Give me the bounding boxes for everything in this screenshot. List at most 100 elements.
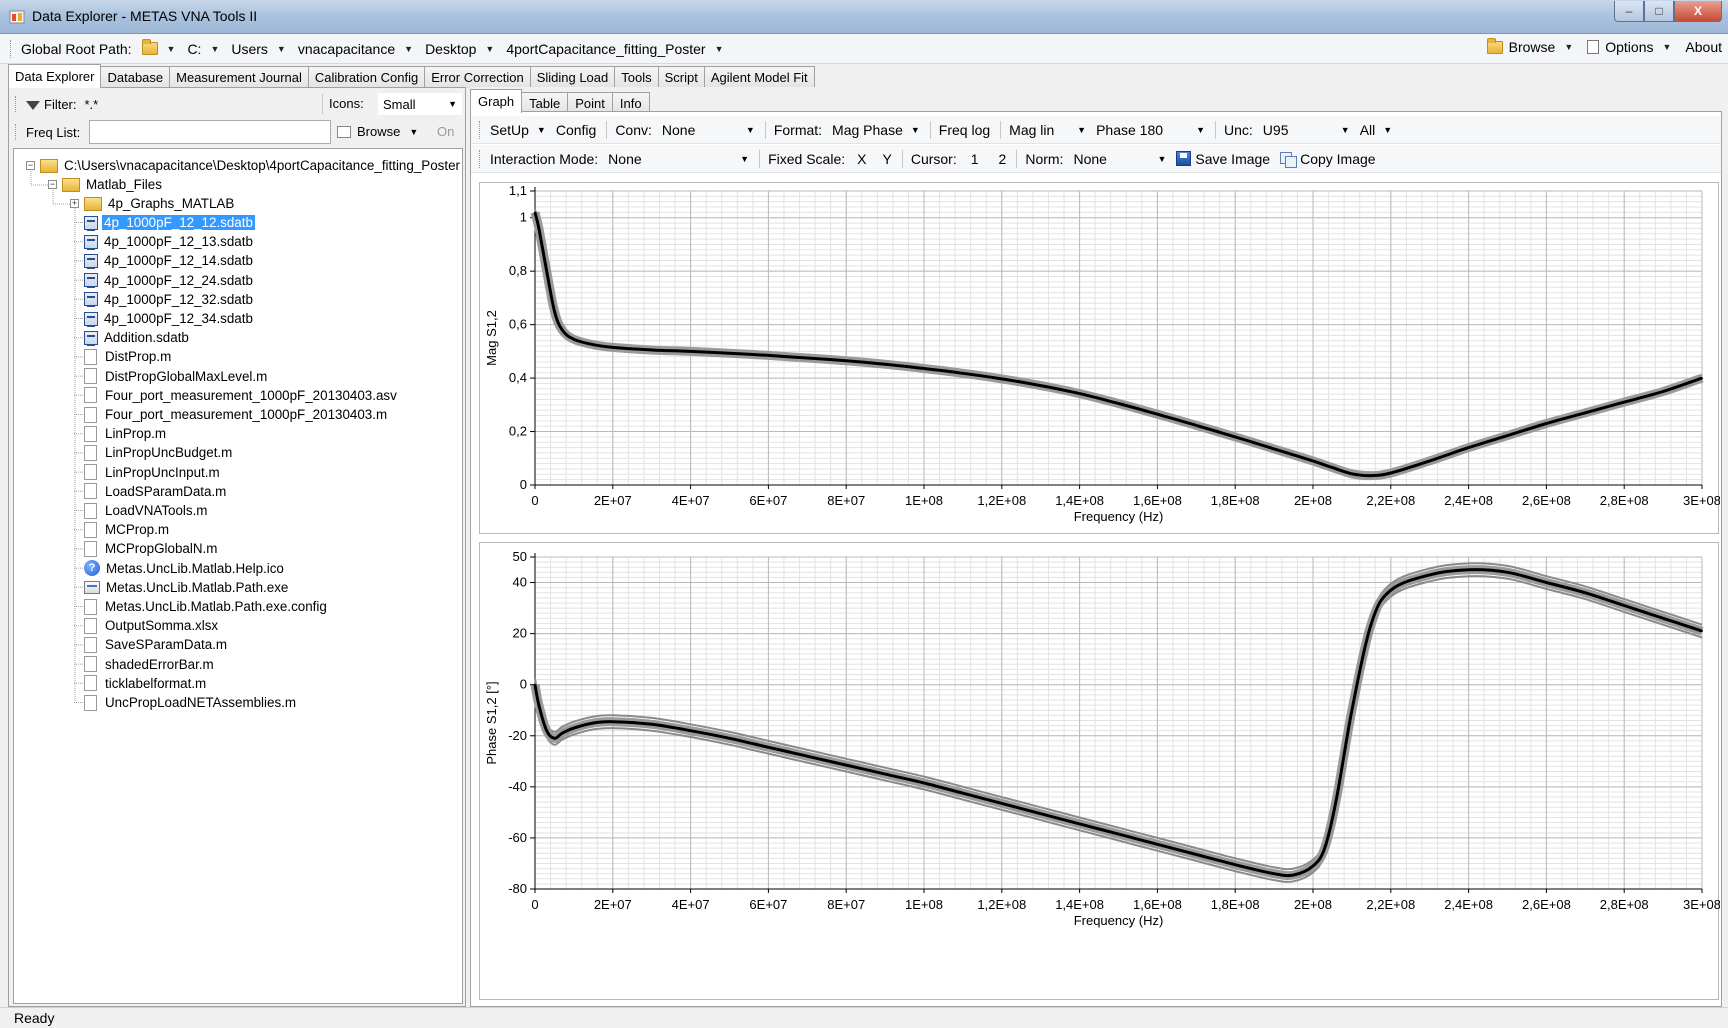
phase-plot[interactable]: 0 2E+07 4E+07 6E+07 8E+07 1E+08 1,2E+08 1,4E+08… <box>479 542 1720 1000</box>
mag-scale-value: Mag lin <box>1009 121 1055 138</box>
toolbar-grip <box>15 124 18 140</box>
tree-folder-graphs[interactable]: 4p_Graphs_MATLAB <box>84 194 236 213</box>
collapse-toggle[interactable]: − <box>26 160 35 170</box>
tree-file-item[interactable]: 4p_1000pF_12_24.sdatb <box>84 271 255 290</box>
filter-input[interactable]: *.* <box>84 96 99 112</box>
root-folder-dropdown[interactable]: ▼ <box>141 39 175 55</box>
tree-file-item[interactable]: Addition.sdatb <box>84 328 191 347</box>
tab-table[interactable]: Table <box>521 92 569 113</box>
tree-file-item[interactable]: 4p_1000pF_12_32.sdatb <box>84 290 255 309</box>
tree-node-label: LinPropUncBudget.m <box>105 445 233 461</box>
tree-file-item[interactable]: Four_port_measurement_1000pF_20130403.m <box>84 405 389 424</box>
tree-file-item[interactable]: Metas.UncLib.Matlab.Path.exe.config <box>84 597 329 616</box>
freq-list-input[interactable] <box>89 120 331 144</box>
about-button[interactable]: About <box>1685 39 1722 55</box>
tab-agilent-model-fit[interactable]: Agilent Model Fit <box>703 66 815 88</box>
data-point <box>611 346 614 349</box>
x-tick-label: 1,4E+08 <box>1055 493 1104 508</box>
tree-file-item[interactable]: 4p_1000pF_12_34.sdatb <box>84 309 255 328</box>
y-tick-label: 0,2 <box>509 424 527 439</box>
tab-error-correction[interactable]: Error Correction <box>424 66 531 88</box>
norm-select[interactable]: Norm: None ▼ <box>1025 151 1166 167</box>
format-select[interactable]: Format: Mag Phase ▼ <box>774 122 920 138</box>
tree-file-item[interactable]: 4p_1000pF_12_13.sdatb <box>84 232 255 251</box>
close-button[interactable]: X <box>1674 1 1722 22</box>
phase-select[interactable]: Phase 180 ▼ <box>1096 122 1205 138</box>
tree-file-item[interactable]: ? Metas.UncLib.Matlab.Help.ico <box>84 559 286 578</box>
tab-database[interactable]: Database <box>100 66 171 88</box>
tab-graph[interactable]: Graph <box>470 89 523 113</box>
tree-file-item[interactable]: SaveSParamData.m <box>84 635 229 654</box>
tree-file-item[interactable]: ticklabelformat.m <box>84 674 208 693</box>
document-icon <box>84 348 97 365</box>
path-segment-label: C: <box>187 40 202 57</box>
freq-browse-button[interactable]: Browse ▼ <box>337 124 418 139</box>
graph-toolbar-1: SetUp ▼ Config Conv: None ▼ Format: Mag Phas… <box>471 116 1721 144</box>
tab-info[interactable]: Info <box>611 92 650 113</box>
folder-icon <box>84 196 102 211</box>
tree-node-label: 4p_1000pF_12_13.sdatb <box>104 234 253 250</box>
status-bar: Ready <box>0 1007 1728 1028</box>
tree-file-item[interactable]: DistPropGlobalMaxLevel.m <box>84 367 269 386</box>
tree-file-item[interactable]: MCProp.m <box>84 520 171 539</box>
tree-file-item[interactable]: MCPropGlobalN.m <box>84 539 219 558</box>
minimize-button[interactable]: – <box>1614 1 1644 22</box>
freq-on-toggle[interactable]: On <box>437 124 455 139</box>
magnitude-plot[interactable]: 0 2E+07 4E+07 6E+07 8E+07 1E+08 1,2E+08 1,4E+08… <box>479 182 1720 534</box>
expand-toggle[interactable]: + <box>70 198 79 208</box>
save-image-button[interactable]: Save Image <box>1176 151 1270 167</box>
path-segment-users[interactable]: Users ▼ <box>231 41 285 57</box>
path-segment-project[interactable]: 4portCapacitance_fitting_Poster ▼ <box>506 41 723 57</box>
tree-file-item[interactable]: 4p_1000pF_12_14.sdatb <box>84 251 255 270</box>
y-axis-label: Phase S1,2 [°] <box>484 681 499 764</box>
copy-icon <box>1280 151 1298 168</box>
tree-file-item[interactable]: LinProp.m <box>84 424 168 443</box>
data-point <box>1039 812 1042 815</box>
tab-script[interactable]: Script <box>657 66 705 88</box>
fixed-scale-x-button[interactable]: X <box>857 150 867 167</box>
tab-calibration-config[interactable]: Calibration Config <box>307 66 426 88</box>
config-button[interactable]: Config <box>555 121 597 138</box>
options-menu[interactable]: Options ▼ <box>1587 39 1671 55</box>
tab-point[interactable]: Point <box>567 92 613 113</box>
path-segment-user[interactable]: vnacapacitance ▼ <box>298 41 413 57</box>
maximize-button[interactable]: □ <box>1644 1 1674 22</box>
tab-sliding-load[interactable]: Sliding Load <box>529 66 616 88</box>
mag-scale-select[interactable]: Mag lin ▼ <box>1009 122 1086 138</box>
tree-file-item[interactable]: LoadVNATools.m <box>84 501 209 520</box>
tree-file-item[interactable]: UncPropLoadNETAssemblies.m <box>84 693 298 712</box>
tree-file-item[interactable]: 4p_1000pF_12_12.sdatb <box>84 213 255 232</box>
x-tick-label: 1E+08 <box>905 493 943 508</box>
tree-file-item[interactable]: DistProp.m <box>84 347 173 366</box>
tree-file-item[interactable]: OutputSomma.xlsx <box>84 616 220 635</box>
tree-file-item[interactable]: Metas.UncLib.Matlab.Path.exe <box>84 578 290 597</box>
copy-image-button[interactable]: Copy Image <box>1280 151 1376 168</box>
setup-dropdown[interactable]: SetUp ▼ <box>490 122 546 138</box>
tree-folder-matlab-files[interactable]: Matlab_Files <box>62 175 164 194</box>
x-tick-label: 2E+07 <box>594 493 632 508</box>
cursor-2-button[interactable]: 2 <box>998 150 1007 167</box>
conv-select[interactable]: Conv: None ▼ <box>615 122 755 138</box>
tab-tools[interactable]: Tools <box>614 66 659 88</box>
cursor-1-button[interactable]: 1 <box>970 150 979 167</box>
tree-file-item[interactable]: Four_port_measurement_1000pF_20130403.as… <box>84 386 399 405</box>
freq-scale-button[interactable]: Freq log <box>938 121 991 138</box>
tree-file-item[interactable]: LoadSParamData.m <box>84 482 228 501</box>
interaction-mode-select[interactable]: Interaction Mode: None ▼ <box>490 151 749 167</box>
tree-file-item[interactable]: LinPropUncBudget.m <box>84 443 234 462</box>
collapse-toggle[interactable]: − <box>48 179 57 189</box>
tab-measurement-journal[interactable]: Measurement Journal <box>169 66 309 88</box>
data-point <box>1370 474 1373 477</box>
tree-file-item[interactable]: shadedErrorBar.m <box>84 655 216 674</box>
tab-data-explorer[interactable]: Data Explorer <box>8 64 102 88</box>
tree-root-folder[interactable]: C:\Users\vnacapacitance\Desktop\4portCap… <box>40 156 462 175</box>
unc-select[interactable]: Unc: U95 ▼ <box>1224 122 1350 138</box>
path-segment-drive[interactable]: C: ▼ <box>187 41 219 57</box>
browse-menu[interactable]: Browse ▼ <box>1486 37 1573 55</box>
tree-file-item[interactable]: LinPropUncInput.m <box>84 463 222 482</box>
icons-size-select[interactable]: Small ▼ <box>378 93 462 115</box>
format-label: Format: <box>773 121 823 138</box>
fixed-scale-y-button[interactable]: Y <box>882 150 892 167</box>
path-segment-desktop[interactable]: Desktop ▼ <box>425 41 494 57</box>
all-dropdown[interactable]: All ▼ <box>1360 122 1392 138</box>
